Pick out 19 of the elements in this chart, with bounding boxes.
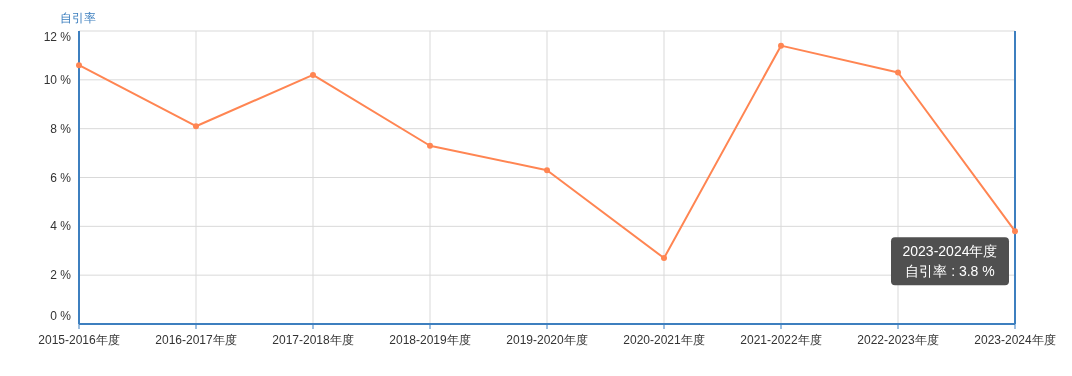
x-tick-label: 2022-2023年度 bbox=[857, 333, 939, 347]
x-tick-label: 2021-2022年度 bbox=[740, 333, 822, 347]
y-tick-label: 6 % bbox=[50, 170, 72, 185]
x-tick-label: 2015-2016年度 bbox=[38, 333, 120, 347]
annotation: 2023-2024年度 bbox=[902, 243, 998, 260]
x-tick-label: 2016-2017年度 bbox=[155, 333, 237, 347]
y-tick-label: 10 % bbox=[43, 72, 72, 87]
x-tick-label: 2019-2020年度 bbox=[506, 333, 588, 347]
y-tick-label: 4 % bbox=[50, 219, 72, 234]
y-axis-title: 自引率 bbox=[60, 11, 96, 25]
x-tick-label: 2017-2018年度 bbox=[272, 333, 354, 347]
y-tick-label: 8 % bbox=[50, 121, 72, 136]
y-tick-label: 2 % bbox=[50, 268, 72, 283]
x-tick-label: 2018-2019年度 bbox=[389, 333, 471, 347]
annotation: 自引率 : 3.8 % bbox=[905, 263, 995, 280]
x-tick-label: 2020-2021年度 bbox=[623, 333, 705, 347]
y-tick-label: 12 % bbox=[43, 30, 72, 44]
x-tick-label: 2023-2024年度 bbox=[974, 333, 1056, 347]
y-tick-label: 0 % bbox=[50, 309, 72, 323]
